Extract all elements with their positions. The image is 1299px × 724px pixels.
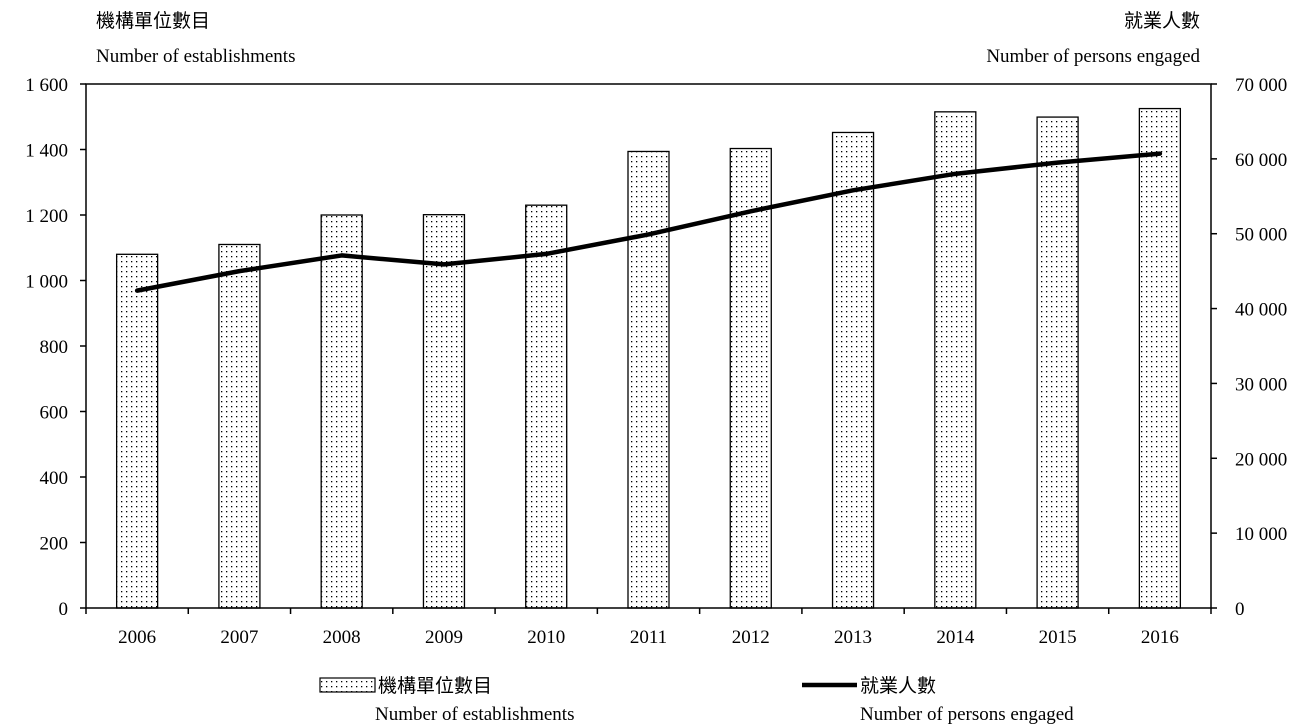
left-tick-label: 400 (40, 468, 69, 489)
right-axis-title-en: Number of persons engaged (986, 46, 1200, 67)
legend-line-label-en: Number of persons engaged (860, 704, 1074, 724)
x-tick-label: 2006 (118, 627, 156, 648)
bar-2010 (525, 204, 568, 609)
line-series (134, 151, 1163, 293)
x-axis: 2006 2007 2008 2009 2010 2011 2012 2013 2014 2015… (85, 608, 1212, 648)
right-tick-label: 40 000 (1235, 300, 1287, 321)
x-tick-label: 2008 (323, 627, 361, 648)
bar-2016 (1138, 107, 1182, 609)
right-tick-label: 50 000 (1235, 225, 1287, 246)
right-tick-label: 20 000 (1235, 449, 1287, 470)
x-tick-label: 2015 (1039, 627, 1077, 648)
x-tick-label: 2016 (1141, 627, 1179, 648)
bar-2009 (422, 214, 466, 609)
bar-2011 (627, 150, 670, 609)
bar-2007 (218, 243, 261, 609)
bar-2013 (831, 131, 875, 609)
left-axis: 0 200 400 600 800 1 000 1 200 1 400 1 600 (25, 75, 86, 620)
bar-2012 (729, 147, 772, 609)
left-axis-title-en: Number of establishments (96, 46, 295, 67)
bar-2015 (1036, 116, 1079, 609)
left-tick-label: 1 600 (25, 75, 68, 96)
bar-2006 (115, 253, 159, 609)
x-tick-label: 2011 (630, 627, 667, 648)
x-tick-label: 2012 (732, 627, 770, 648)
left-tick-label: 200 (40, 534, 69, 555)
x-tick-label: 2013 (834, 627, 872, 648)
bar-2014 (934, 111, 977, 609)
left-tick-label: 0 (59, 599, 69, 620)
right-tick-label: 0 (1235, 599, 1245, 620)
right-tick-label: 10 000 (1235, 524, 1287, 545)
bar-2008 (320, 214, 363, 609)
left-tick-label: 600 (40, 403, 69, 424)
legend-bar-label-zh: 機構單位數目 (378, 675, 492, 697)
legend-bar-label-en: Number of establishments (375, 704, 574, 724)
x-tick-label: 2014 (936, 627, 975, 648)
x-tick-label: 2009 (425, 627, 463, 648)
x-tick-label: 2007 (220, 627, 258, 648)
left-tick-label: 1 000 (25, 272, 68, 293)
legend-line-label-zh: 就業人數 (860, 675, 936, 697)
bar-series (115, 107, 1182, 609)
left-tick-label: 1 200 (25, 206, 68, 227)
x-tick-label: 2010 (527, 627, 565, 648)
left-tick-label: 1 400 (25, 141, 68, 162)
right-axis: 0 10 000 20 000 30 000 40 000 50 000 60 000 70 … (1211, 75, 1287, 620)
right-tick-label: 30 000 (1235, 374, 1287, 395)
right-tick-label: 70 000 (1235, 75, 1287, 96)
right-tick-label: 60 000 (1235, 150, 1287, 171)
right-axis-title-zh: 就業人數 (1124, 10, 1200, 32)
legend-bar-swatch (319, 677, 376, 693)
left-axis-title-zh: 機構單位數目 (96, 10, 210, 32)
legend: 機構單位數目 Number of establishments 就業人數 Num… (319, 675, 1074, 724)
left-tick-label: 800 (40, 337, 69, 358)
